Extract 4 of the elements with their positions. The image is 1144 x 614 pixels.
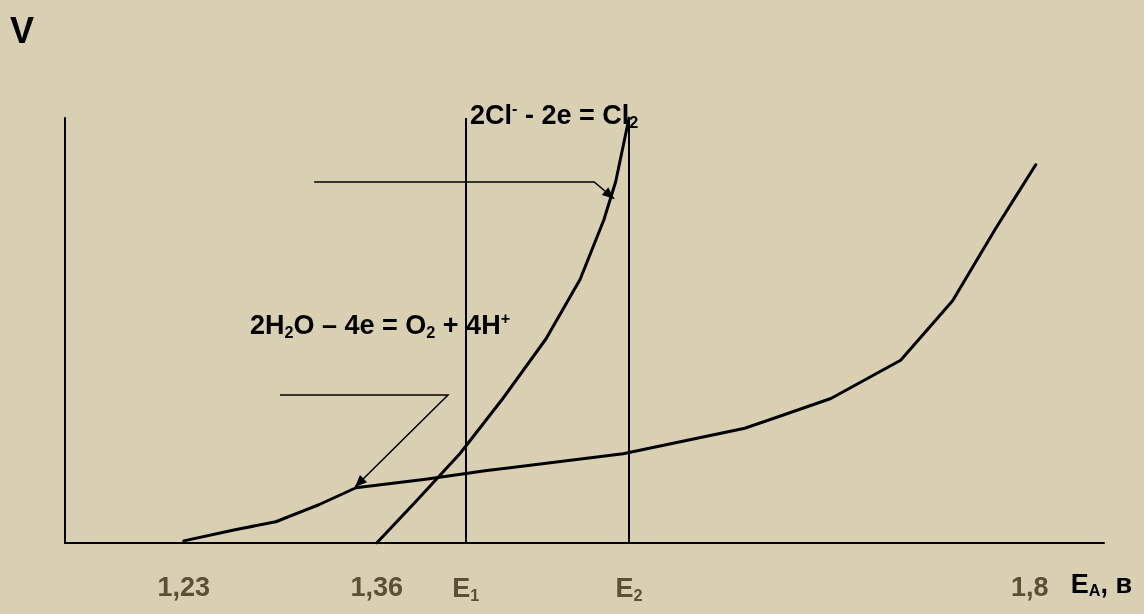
y-axis-title: V xyxy=(10,9,35,51)
x-tick-label: 1,8 xyxy=(1011,571,1049,602)
x-tick-label: 1,36 xyxy=(350,571,403,602)
x-tick-label: 1,23 xyxy=(157,571,211,602)
